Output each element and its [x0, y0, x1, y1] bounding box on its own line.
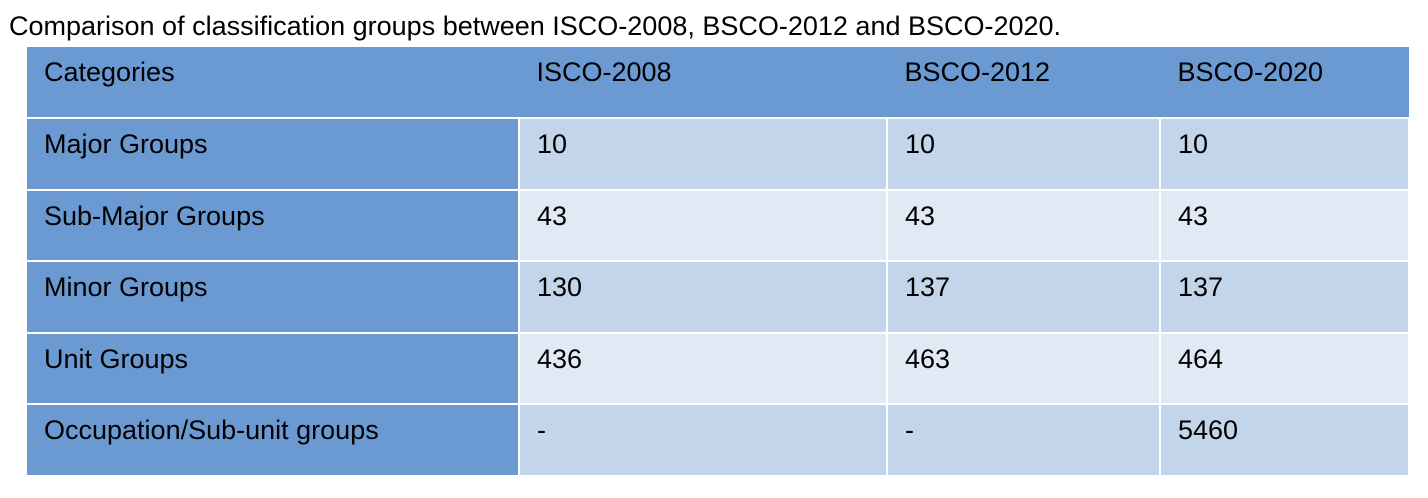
cell-isco-2008: 436: [519, 332, 888, 405]
table-caption: Comparison of classification groups betw…: [9, 11, 1062, 41]
cell-bsco-2012: 43: [887, 189, 1161, 263]
table-row: Unit Groups 436 463 464: [27, 332, 1408, 405]
header-bsco-2020: BSCO-2020: [1160, 47, 1409, 120]
cell-isco-2008: -: [519, 403, 888, 476]
cell-bsco-2020: 137: [1160, 261, 1408, 334]
cell-bsco-2012: 137: [887, 261, 1161, 334]
table-row: Occupation/Sub-unit groups - - 5460: [27, 403, 1408, 476]
cell-isco-2008: 10: [519, 118, 888, 191]
row-category: Minor Groups: [27, 261, 520, 334]
row-category: Unit Groups: [27, 332, 520, 405]
cell-bsco-2012: 463: [887, 332, 1161, 405]
table-row: Minor Groups 130 137 137: [27, 261, 1408, 334]
cell-isco-2008: 43: [519, 189, 888, 263]
header-categories: Categories: [27, 47, 520, 120]
cell-isco-2008: 130: [519, 261, 888, 334]
table-header-row: Categories ISCO-2008 BSCO-2012 BSCO-2020: [27, 47, 1409, 120]
table-row: Major Groups 10 10 10: [27, 118, 1408, 191]
row-category: Sub-Major Groups: [27, 189, 520, 263]
cell-bsco-2020: 464: [1160, 332, 1408, 405]
header-isco-2008: ISCO-2008: [519, 47, 888, 120]
header-bsco-2012: BSCO-2012: [887, 47, 1161, 120]
cell-bsco-2012: 10: [887, 118, 1161, 191]
cell-bsco-2020: 43: [1160, 189, 1408, 263]
cell-bsco-2020: 5460: [1160, 403, 1408, 476]
table-row: Sub-Major Groups 43 43 43: [27, 189, 1408, 263]
row-category: Occupation/Sub-unit groups: [27, 403, 520, 476]
cell-bsco-2020: 10: [1160, 118, 1408, 191]
row-category: Major Groups: [27, 118, 520, 191]
classification-comparison-table: Categories ISCO-2008 BSCO-2012 BSCO-2020…: [27, 47, 1409, 476]
cell-bsco-2012: -: [887, 403, 1161, 476]
